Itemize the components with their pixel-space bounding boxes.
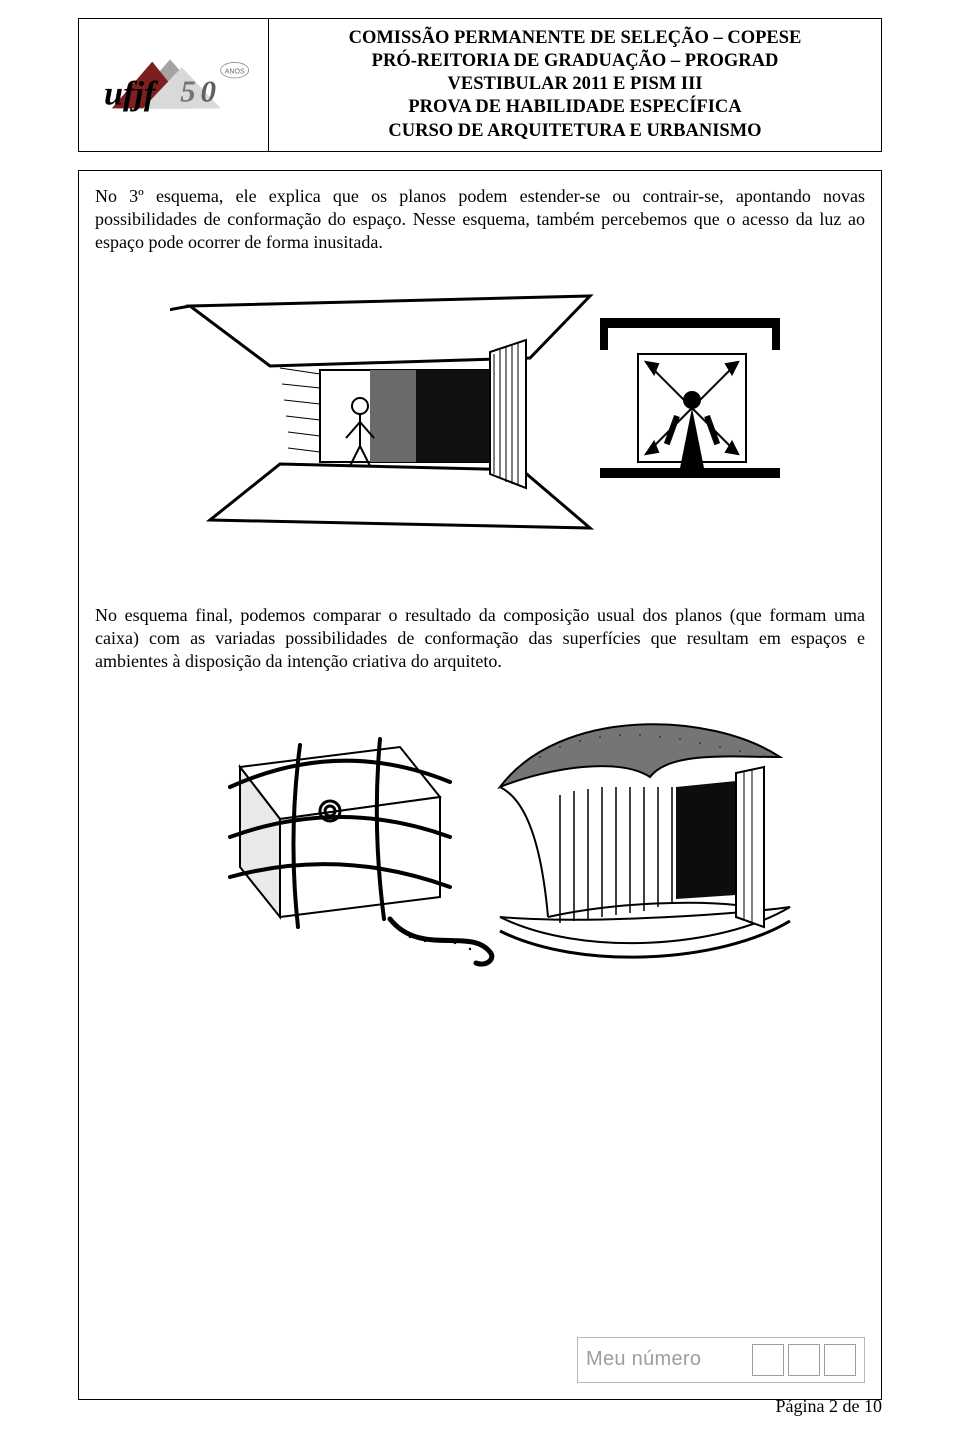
paragraph-2: No esquema final, podemos comparar o res… <box>95 604 865 673</box>
svg-text:5: 5 <box>180 73 196 108</box>
header-title-block: COMISSÃO PERMANENTE DE SELEÇÃO – COPESE … <box>269 19 881 151</box>
svg-text:ufjf: ufjf <box>104 75 159 112</box>
page-number: Página 2 de 10 <box>776 1396 882 1417</box>
paragraph-1: No 3º esquema, ele explica que os planos… <box>95 185 865 254</box>
header-line-3: VESTIBULAR 2011 E PISM III <box>279 73 871 96</box>
svg-text:0: 0 <box>200 73 216 108</box>
figure-1-block <box>95 288 865 558</box>
my-number-label: Meu número <box>586 1348 740 1371</box>
header-line-1: COMISSÃO PERMANENTE DE SELEÇÃO – COPESE <box>279 27 871 50</box>
figure-1-sketch-icon <box>170 288 790 558</box>
header-line-5: CURSO DE ARQUITETURA E URBANISMO <box>279 120 871 143</box>
number-digit-box[interactable] <box>824 1344 856 1376</box>
ufjf-50-anos-logo-icon: ufjf 5 0 ANOS <box>94 50 254 120</box>
svg-text:ANOS: ANOS <box>224 68 244 75</box>
header-logo-cell: ufjf 5 0 ANOS <box>79 19 269 151</box>
page-root: ufjf 5 0 ANOS COMISSÃO PERMANENTE DE SEL… <box>0 0 960 1451</box>
content-frame: No 3º esquema, ele explica que os planos… <box>78 170 882 1400</box>
figure-2-sketch-icon <box>160 707 800 967</box>
header-line-2: PRÓ-REITORIA DE GRADUAÇÃO – PROGRAD <box>279 50 871 73</box>
number-digit-box[interactable] <box>788 1344 820 1376</box>
number-digit-box[interactable] <box>752 1344 784 1376</box>
my-number-box: Meu número <box>577 1337 865 1383</box>
header-line-4: PROVA DE HABILIDADE ESPECÍFICA <box>279 96 871 119</box>
figure-2-block <box>95 707 865 967</box>
document-header: ufjf 5 0 ANOS COMISSÃO PERMANENTE DE SEL… <box>78 18 882 152</box>
my-number-squares <box>752 1344 856 1376</box>
